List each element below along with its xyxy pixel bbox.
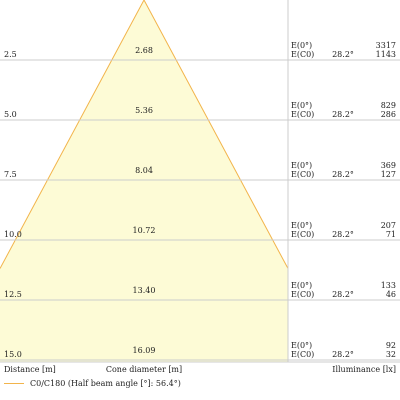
e0-label: E(0°): [291, 221, 312, 230]
distance-label: 5.0: [4, 110, 17, 119]
half-angle-label: 28.2°: [332, 170, 354, 179]
distance-label: 2.5: [4, 50, 17, 59]
illuminance-ec0-value: 71: [386, 230, 396, 239]
half-angle-label: 28.2°: [332, 350, 354, 359]
e0-label: E(0°): [291, 341, 312, 350]
ec0-label: E(C0): [291, 290, 314, 299]
half-angle-label: 28.2°: [332, 290, 354, 299]
illuminance-e0-value: 92: [386, 341, 396, 350]
illuminance-ec0-value: 1143: [376, 50, 396, 59]
cone-diameter-label: 10.72: [133, 226, 156, 235]
e0-label: E(0°): [291, 101, 312, 110]
cone-diameter-label: 5.36: [135, 106, 153, 115]
illuminance-e0-value: 829: [381, 101, 396, 110]
illuminance-axis-label: Illuminance [lx]: [332, 365, 396, 374]
distance-label: 12.5: [4, 290, 22, 299]
half-angle-label: 28.2°: [332, 50, 354, 59]
grid-layer: [0, 0, 400, 363]
half-angle-label: 28.2°: [332, 230, 354, 239]
e0-label: E(0°): [291, 41, 312, 50]
cone-diameter-axis-label: Cone diameter [m]: [106, 365, 182, 374]
ec0-label: E(C0): [291, 170, 314, 179]
distance-label: 10.0: [4, 230, 22, 239]
illuminance-ec0-value: 46: [386, 290, 396, 299]
cone-diameter-label: 13.40: [133, 286, 156, 295]
e0-label: E(0°): [291, 281, 312, 290]
cone-diameter-label: 16.09: [133, 346, 156, 355]
cone-diameter-label: 8.04: [135, 166, 153, 175]
illuminance-e0-value: 207: [381, 221, 396, 230]
legend-label: C0/C180 (Half beam angle [°]: 56.4°): [30, 379, 181, 388]
illuminance-e0-value: 369: [381, 161, 396, 170]
x-axis-label: Distance [m]: [4, 365, 56, 374]
illuminance-ec0-value: 286: [381, 110, 396, 119]
illuminance-e0-value: 133: [381, 281, 396, 290]
distance-label: 7.5: [4, 170, 17, 179]
distance-label: 15.0: [4, 350, 22, 359]
e0-label: E(0°): [291, 161, 312, 170]
illuminance-ec0-value: 32: [386, 350, 396, 359]
illuminance-e0-value: 3317: [376, 41, 396, 50]
legend: C0/C180 (Half beam angle [°]: 56.4°): [4, 379, 181, 388]
ec0-label: E(C0): [291, 350, 314, 359]
cone-diameter-label: 2.68: [135, 46, 153, 55]
legend-swatch: [4, 383, 24, 384]
illuminance-ec0-value: 127: [381, 170, 396, 179]
ec0-label: E(C0): [291, 50, 314, 59]
half-angle-label: 28.2°: [332, 110, 354, 119]
ec0-label: E(C0): [291, 110, 314, 119]
cone-area: [0, 0, 288, 362]
ec0-label: E(C0): [291, 230, 314, 239]
